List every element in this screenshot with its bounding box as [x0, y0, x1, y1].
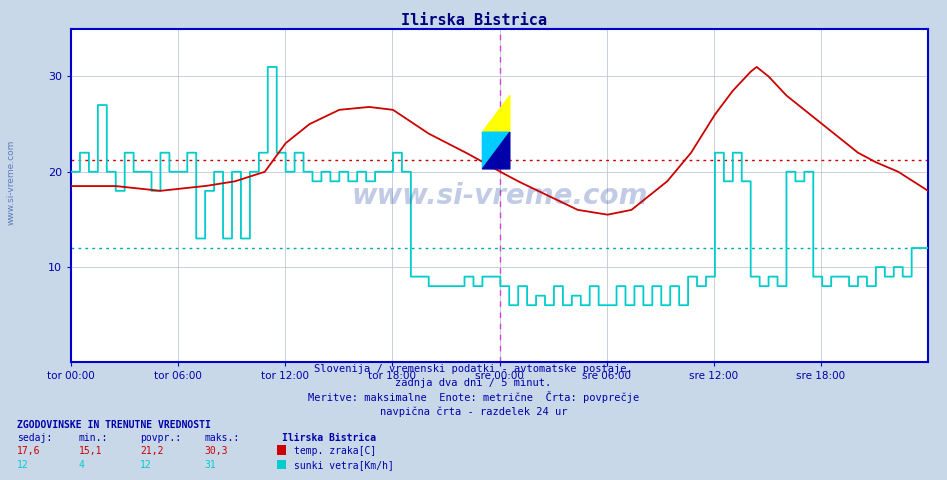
Polygon shape — [482, 132, 509, 169]
Text: www.si-vreme.com: www.si-vreme.com — [351, 181, 648, 210]
Text: 15,1: 15,1 — [79, 445, 102, 456]
Text: www.si-vreme.com: www.si-vreme.com — [7, 140, 16, 225]
Text: Ilirska Bistrica: Ilirska Bistrica — [401, 13, 546, 28]
Text: maks.:: maks.: — [205, 432, 240, 443]
Text: navpična črta - razdelek 24 ur: navpična črta - razdelek 24 ur — [380, 407, 567, 417]
Text: Ilirska Bistrica: Ilirska Bistrica — [282, 432, 376, 443]
Text: 30,3: 30,3 — [205, 445, 228, 456]
Text: ZGODOVINSKE IN TRENUTNE VREDNOSTI: ZGODOVINSKE IN TRENUTNE VREDNOSTI — [17, 420, 211, 430]
Text: 31: 31 — [205, 460, 216, 470]
Text: sunki vetra[Km/h]: sunki vetra[Km/h] — [294, 460, 393, 470]
Text: Meritve: maksimalne  Enote: metrične  Črta: povprečje: Meritve: maksimalne Enote: metrične Črta… — [308, 391, 639, 403]
Polygon shape — [482, 132, 509, 169]
Text: 12: 12 — [140, 460, 152, 470]
Text: 4: 4 — [79, 460, 84, 470]
Text: zadnja dva dni / 5 minut.: zadnja dva dni / 5 minut. — [396, 378, 551, 388]
Text: povpr.:: povpr.: — [140, 432, 181, 443]
Text: min.:: min.: — [79, 432, 108, 443]
Text: temp. zraka[C]: temp. zraka[C] — [294, 445, 376, 456]
Text: 21,2: 21,2 — [140, 445, 164, 456]
Text: 17,6: 17,6 — [17, 445, 41, 456]
Text: 12: 12 — [17, 460, 28, 470]
Text: sedaj:: sedaj: — [17, 432, 52, 443]
Text: Slovenija / vremenski podatki - avtomatske postaje.: Slovenija / vremenski podatki - avtomats… — [314, 364, 633, 374]
Polygon shape — [482, 96, 509, 132]
